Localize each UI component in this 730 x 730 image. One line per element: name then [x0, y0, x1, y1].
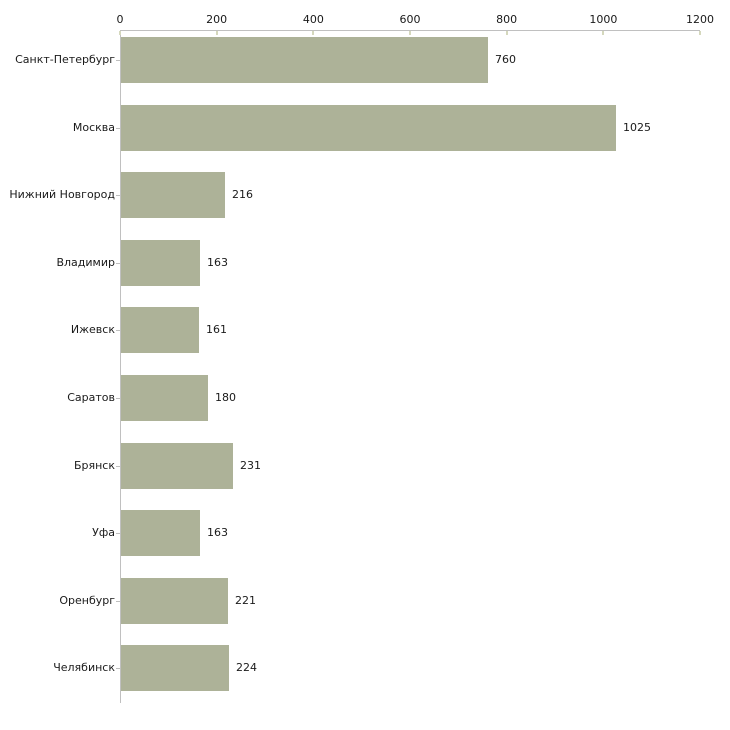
value-label: 221 [235, 594, 256, 607]
x-axis-tick-label: 400 [302, 13, 324, 26]
bar [121, 443, 233, 489]
y-axis-tick-mark [116, 195, 120, 196]
value-label: 224 [236, 661, 257, 674]
category-label: Нижний Новгород [9, 188, 115, 201]
x-axis-tick-mark [699, 31, 701, 35]
y-axis-tick-mark [116, 668, 120, 669]
bar [121, 307, 199, 353]
x-axis-tick-mark [505, 31, 508, 35]
bar [121, 375, 208, 421]
x-axis-tick-label: 200 [206, 13, 228, 26]
category-label: Санкт-Петербург [15, 53, 115, 66]
category-label: Ижевск [70, 323, 115, 336]
x-axis-tick-mark [119, 31, 121, 35]
category-label: Уфа [92, 526, 115, 539]
category-label: Брянск [73, 459, 115, 472]
y-axis-tick-mark [116, 60, 120, 61]
x-axis-tick-label: 1000 [589, 13, 618, 26]
bar [121, 37, 488, 83]
category-label: Москва [72, 121, 115, 134]
x-axis-line [120, 30, 700, 31]
x-axis-tick-label: 600 [399, 13, 421, 26]
y-axis-line [120, 30, 121, 703]
x-axis-tick-label: 1200 [686, 13, 714, 26]
x-axis-tick-label: 800 [496, 13, 518, 26]
category-label: Челябинск [53, 661, 115, 674]
bar [121, 240, 200, 286]
y-axis-tick-mark [116, 128, 120, 129]
bar [121, 645, 229, 691]
x-axis-tick-mark [602, 31, 605, 35]
value-label: 760 [495, 53, 516, 66]
y-axis-tick-mark [116, 398, 120, 399]
value-label: 163 [207, 256, 228, 269]
y-axis-tick-mark [116, 601, 120, 602]
value-label: 216 [232, 188, 253, 201]
value-label: 161 [206, 323, 227, 336]
category-label: Владимир [56, 256, 115, 269]
y-axis-tick-mark [116, 330, 120, 331]
y-axis-tick-mark [116, 466, 120, 467]
category-label: Оренбург [59, 594, 115, 607]
value-label: 1025 [623, 121, 651, 134]
x-axis-tick-mark [215, 31, 218, 35]
bar [121, 172, 225, 218]
value-label: 163 [207, 526, 228, 539]
bar [121, 105, 616, 151]
x-axis-tick-mark [312, 31, 315, 35]
y-axis-tick-mark [116, 263, 120, 264]
bar [121, 578, 228, 624]
x-axis-tick-mark [409, 31, 411, 35]
value-label: 180 [215, 391, 236, 404]
category-label: Саратов [67, 391, 115, 404]
value-label: 231 [240, 459, 261, 472]
x-axis-tick-label: 0 [116, 13, 124, 26]
bar [121, 510, 200, 556]
y-axis-tick-mark [116, 533, 120, 534]
